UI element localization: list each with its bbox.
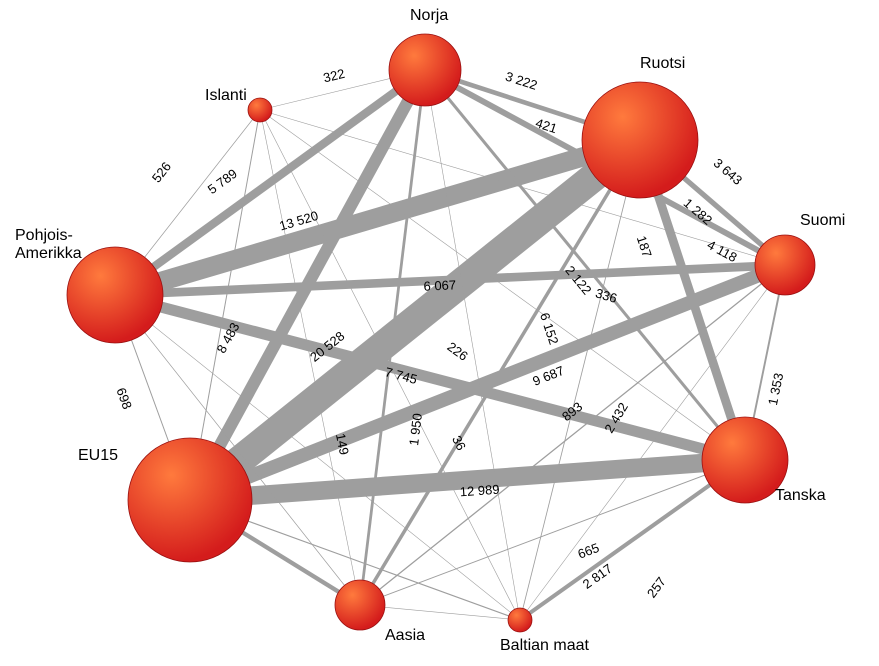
edge-label-suomi-tanska: 1 353 — [765, 372, 786, 407]
node-label-aasia: Aasia — [385, 627, 425, 644]
node-label-islanti: Islanti — [205, 87, 247, 104]
edge-label-islanti-norja: 322 — [322, 66, 347, 86]
edge-norja-baltia — [425, 70, 520, 620]
network-diagram: 3223 2224215265 78913 5203 6431 2821874 … — [0, 0, 879, 666]
node-label-pamerika: Pohjois-Amerikka — [15, 227, 82, 262]
edge-label-ruotsi-suomi: 3 643 — [711, 155, 745, 188]
node-label-baltia: Baltian maat — [500, 637, 589, 654]
node-eu15 — [128, 438, 252, 562]
node-label-suomi: Suomi — [800, 212, 845, 229]
node-norja — [389, 34, 461, 106]
edge-label-ruotsi-tanska: 187 — [634, 234, 655, 259]
edge-label-pamerika-suomi: 6 067 — [423, 277, 456, 293]
node-label-norja: Norja — [410, 7, 448, 24]
edge-label-norja-suomi: 4 118 — [705, 237, 740, 265]
edge-label-norja-pamerika: 5 789 — [205, 166, 240, 197]
edge-label-tanska-aasia: 665 — [576, 540, 602, 562]
node-suomi — [755, 235, 815, 295]
node-islanti — [248, 98, 272, 122]
node-ruotsi — [582, 82, 698, 198]
edge-label-ruotsi-tanska: 6 152 — [537, 311, 561, 347]
edge-label-suomi-baltia: 257 — [644, 574, 669, 600]
edge-label-islanti-suomi: 336 — [594, 285, 619, 306]
edge-label-eu15-tanska: 12 989 — [459, 482, 500, 500]
node-aasia — [335, 580, 385, 630]
node-baltia — [508, 608, 532, 632]
node-label-eu15: EU15 — [78, 447, 118, 464]
edge-label-islanti-tanska: 226 — [444, 339, 470, 364]
edge-label-islanti-aasia: 149 — [333, 432, 352, 456]
edge-label-norja-tanska: 2 122 — [562, 263, 594, 298]
edge-label-islanti-pamerika: 526 — [149, 159, 174, 185]
node-label-ruotsi: Ruotsi — [640, 55, 685, 72]
edge-label-pamerika-eu15: 698 — [113, 386, 135, 412]
node-label-tanska: Tanska — [775, 487, 826, 504]
edge-label-norja-ruotsi: 3 222 — [504, 69, 540, 93]
edge-label-norja-aasia: 1 950 — [406, 412, 425, 446]
